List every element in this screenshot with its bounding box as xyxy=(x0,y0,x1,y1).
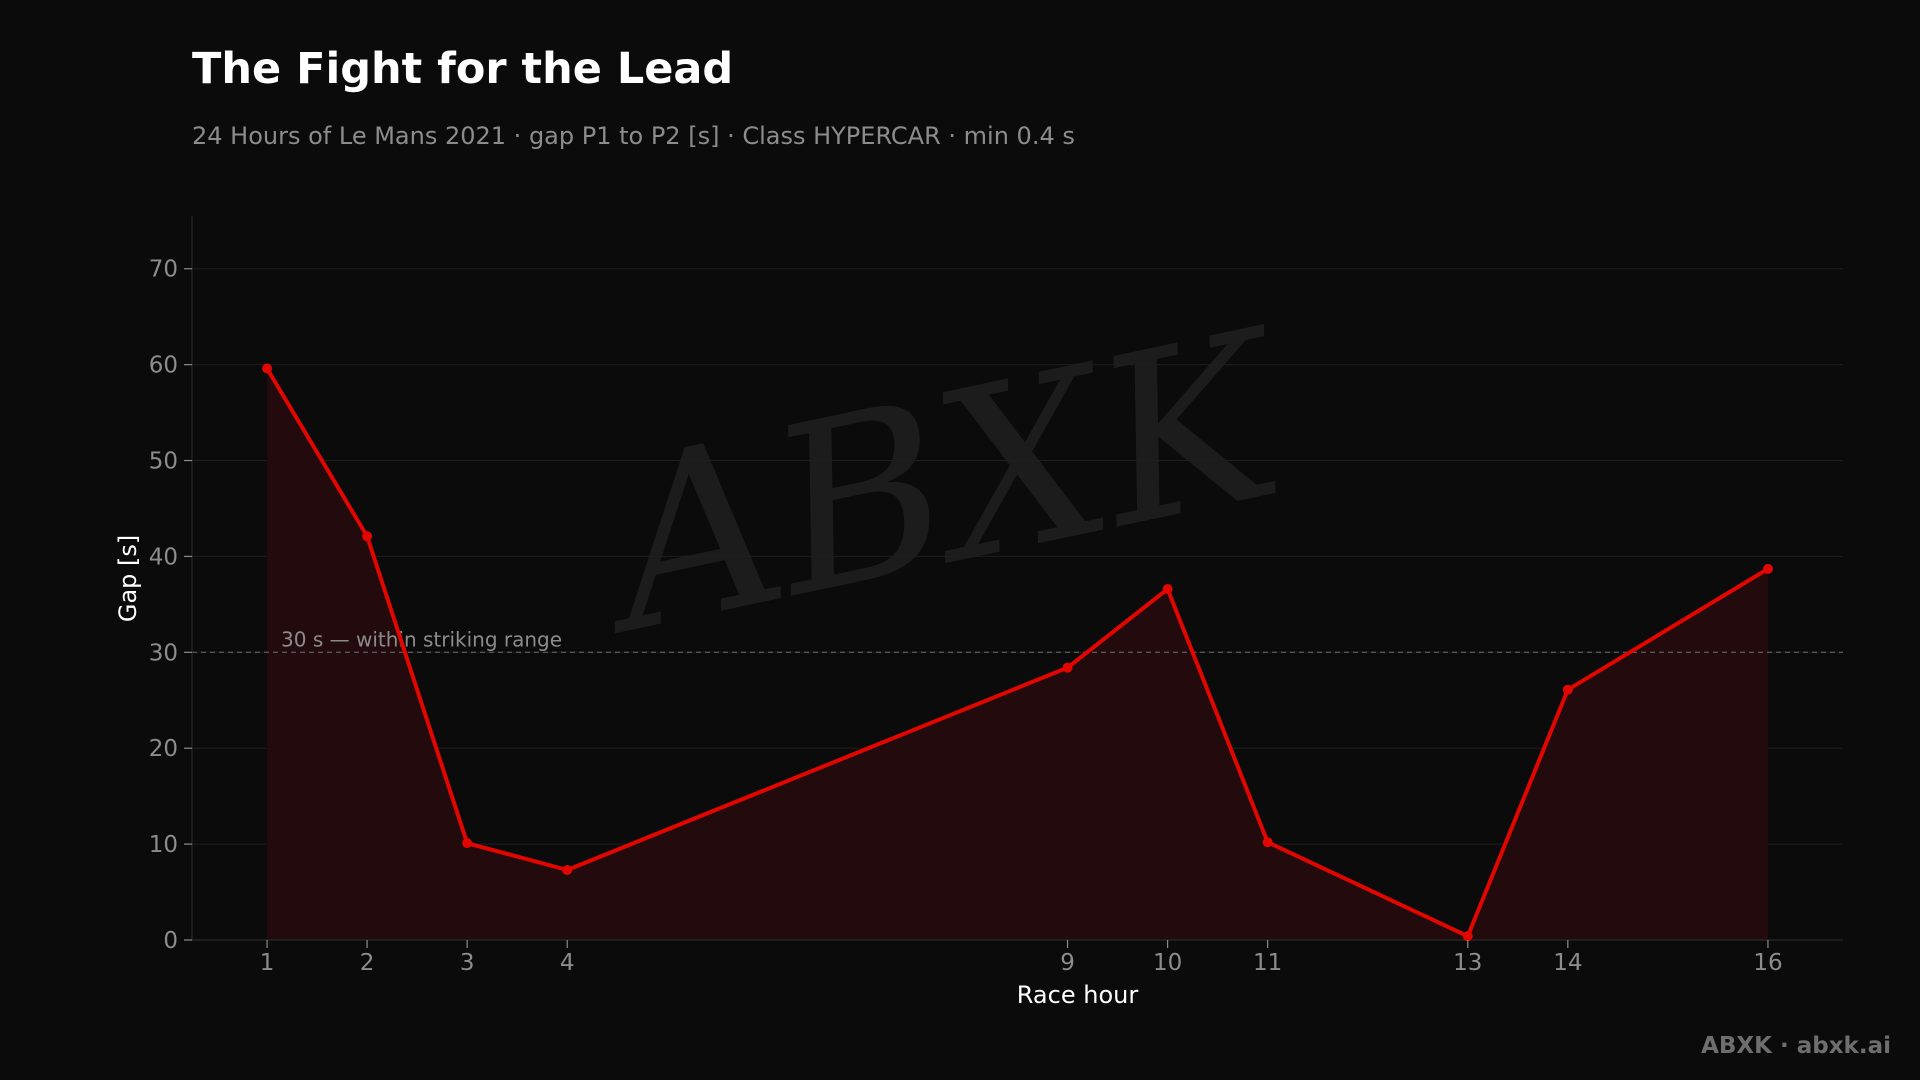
x-tick-label: 4 xyxy=(560,950,575,976)
area-fill xyxy=(267,368,1768,940)
x-tick-label: 3 xyxy=(460,950,475,976)
y-tick-label: 30 xyxy=(149,640,178,666)
x-tick-label: 10 xyxy=(1153,950,1182,976)
watermark: ABXK xyxy=(570,281,1310,688)
y-tick-label: 70 xyxy=(149,257,178,283)
tick-labels: 0 10 20 30 40 50 60 70 1 2 3 4 9 10 11 13 14 16 xyxy=(149,257,1783,976)
data-point xyxy=(462,838,473,849)
data-point xyxy=(1762,563,1773,574)
series-area xyxy=(267,368,1768,940)
data-point xyxy=(362,531,373,542)
y-tick-label: 60 xyxy=(149,353,178,379)
data-point xyxy=(1562,684,1573,695)
data-points xyxy=(262,363,1773,942)
y-tick-label: 20 xyxy=(149,736,178,762)
y-tick-label: 0 xyxy=(163,928,178,954)
reference-line-group: 30 s — within striking range xyxy=(192,627,1843,653)
grid xyxy=(192,268,1843,845)
y-axis-label: Gap [s] xyxy=(114,535,142,622)
x-tick-label: 11 xyxy=(1253,950,1282,976)
x-tick-label: 13 xyxy=(1453,950,1482,976)
x-tick-label: 1 xyxy=(260,950,275,976)
brand-footer: ABXK · abxk.ai xyxy=(1701,1033,1891,1059)
axis-labels: Race hour Gap [s] xyxy=(114,535,1138,1009)
y-tick-label: 10 xyxy=(149,832,178,858)
x-tick-label: 2 xyxy=(360,950,375,976)
y-tick-label: 50 xyxy=(149,449,178,475)
reference-line-label: 30 s — within striking range xyxy=(281,627,562,651)
series-line-group xyxy=(265,366,1770,939)
data-point xyxy=(1462,931,1473,942)
data-point xyxy=(562,864,573,875)
data-point xyxy=(1062,662,1073,673)
x-tick-label: 9 xyxy=(1060,950,1075,976)
chart-title: The Fight for the Lead xyxy=(192,44,734,94)
x-axis-label: Race hour xyxy=(1017,981,1139,1009)
data-point xyxy=(1162,584,1173,595)
data-point xyxy=(262,363,273,374)
y-tick-label: 40 xyxy=(149,544,178,570)
data-point xyxy=(1262,837,1273,848)
watermark-text: ABXK xyxy=(570,281,1310,688)
x-tick-label: 14 xyxy=(1553,950,1582,976)
series-line xyxy=(265,366,1770,939)
x-tick-label: 16 xyxy=(1753,950,1782,976)
chart-subtitle: 24 Hours of Le Mans 2021 · gap P1 to P2 … xyxy=(192,122,1075,150)
